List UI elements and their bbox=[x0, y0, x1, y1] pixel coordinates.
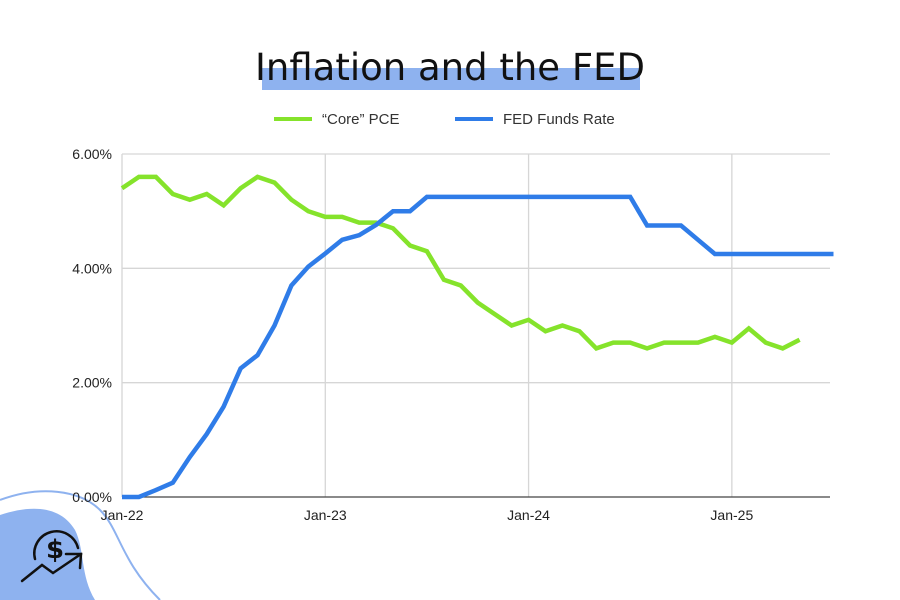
series-line-0 bbox=[120, 174, 801, 351]
x-tick-label: Jan-22 bbox=[101, 507, 144, 523]
y-tick-label: 6.00% bbox=[72, 146, 112, 162]
legend-label-fed: FED Funds Rate bbox=[503, 111, 615, 128]
chart-title: Inflation and the FED bbox=[255, 46, 645, 89]
tick-labels: 0.00% 2.00% 4.00% 6.00% Jan-22 Jan-23 Jan-24 Ja… bbox=[72, 146, 753, 523]
x-tick-label: Jan-24 bbox=[507, 507, 550, 523]
y-tick-label: 2.00% bbox=[72, 375, 112, 391]
legend: “Core” PCE FED Funds Rate bbox=[274, 111, 615, 128]
decor-blob bbox=[0, 508, 95, 600]
series-lines bbox=[120, 174, 834, 500]
dollar-growth-icon: $ bbox=[20, 530, 83, 583]
y-tick-label: 4.00% bbox=[72, 260, 112, 276]
decor-blob-outline bbox=[0, 490, 161, 600]
svg-text:$: $ bbox=[46, 535, 64, 565]
x-tick-label: Jan-23 bbox=[304, 507, 347, 523]
gridlines bbox=[121, 153, 830, 498]
legend-label-pce: “Core” PCE bbox=[322, 111, 400, 128]
title-highlight bbox=[262, 68, 640, 90]
series-line-1 bbox=[122, 194, 834, 500]
x-tick-label: Jan-25 bbox=[710, 507, 753, 523]
y-tick-label: 0.00% bbox=[72, 489, 112, 505]
